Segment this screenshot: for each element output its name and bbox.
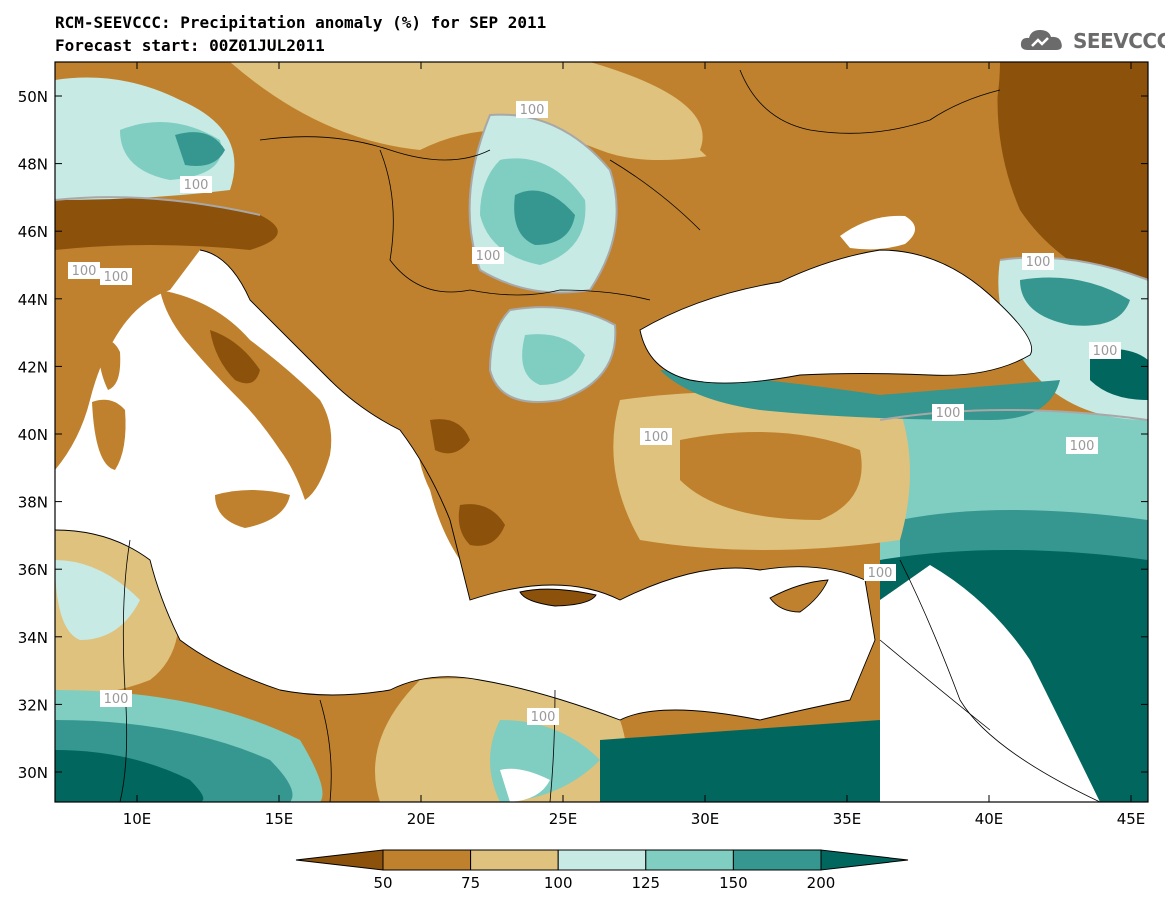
- contour-label: 100: [644, 430, 669, 445]
- seevccc-logo: SEEVCCC: [1018, 24, 1165, 56]
- contour-label: 100: [531, 710, 556, 725]
- lat-label: 36N: [18, 561, 48, 579]
- map-title: RCM-SEEVCCC: Precipitation anomaly (%) f…: [55, 13, 547, 32]
- contour-label: 100: [104, 692, 129, 707]
- cloud-icon: [1020, 30, 1062, 50]
- longitude-axis: 10E 15E 20E 25E 30E 35E 40E 45E: [123, 62, 1146, 828]
- lon-label: 20E: [407, 810, 436, 828]
- contour-label-box: [932, 404, 964, 421]
- lat-label: 50N: [18, 88, 48, 106]
- lon-label: 40E: [975, 810, 1004, 828]
- contour-label-box: [1089, 342, 1121, 359]
- colorbar-tick-label: 125: [631, 874, 660, 892]
- contour-label-box: [68, 262, 100, 279]
- contour-label-box: [180, 176, 212, 193]
- colorbar-tick-label: 200: [807, 874, 836, 892]
- lat-label: 44N: [18, 291, 48, 309]
- lat-label: 32N: [18, 696, 48, 714]
- contour-label-box: [100, 690, 132, 707]
- country-borders: [119, 69, 1101, 802]
- colorbar-tick-label: 75: [461, 874, 480, 892]
- logo-text: SEEVCCC: [1073, 29, 1165, 53]
- contour-label-box: [527, 708, 559, 725]
- lon-label: 30E: [691, 810, 720, 828]
- lat-label: 30N: [18, 764, 48, 782]
- colorbar-segment: [382, 849, 472, 871]
- lat-label: 34N: [18, 629, 48, 647]
- contour-label: 100: [104, 270, 129, 285]
- lat-label: 48N: [18, 156, 48, 174]
- contour-label-box: [472, 247, 504, 264]
- contour-label: 100: [476, 249, 501, 264]
- lon-label: 25E: [549, 810, 578, 828]
- colorbar-arrow-high: [820, 849, 909, 871]
- contour-label: 100: [72, 264, 97, 279]
- latitude-axis: 50N 48N 46N 44N 42N 40N 38N 36N 34N 32N 30N: [18, 88, 1148, 782]
- contour-label: 100: [1093, 344, 1118, 359]
- colorbar-segment: [732, 849, 822, 871]
- contour-label: 100: [184, 178, 209, 193]
- lon-label: 10E: [123, 810, 152, 828]
- contour-label: 100: [1070, 439, 1095, 454]
- colorbar: 50 75 100 125 150 200: [295, 849, 909, 892]
- contour-label: 100: [868, 566, 893, 581]
- map-field: [55, 62, 1148, 802]
- contour-label: 100: [1026, 255, 1051, 270]
- colorbar-segment: [557, 849, 647, 871]
- lat-label: 38N: [18, 494, 48, 512]
- contour-label: 100: [520, 103, 545, 118]
- contour-label-box: [100, 268, 132, 285]
- lat-label: 40N: [18, 426, 48, 444]
- lon-label: 35E: [833, 810, 862, 828]
- contour-label: 100: [936, 406, 961, 421]
- contour-label-box: [516, 101, 548, 118]
- contour-label-box: [864, 564, 896, 581]
- contour-labels: 100 100 100 100 100 100 100 100 100 100 100 100 100: [68, 101, 1121, 725]
- lat-label: 46N: [18, 223, 48, 241]
- contour-label-box: [640, 428, 672, 445]
- lon-label: 45E: [1117, 810, 1146, 828]
- colorbar-tick-label: 100: [544, 874, 573, 892]
- contour-label-box: [1066, 437, 1098, 454]
- colorbar-tick-label: 150: [719, 874, 748, 892]
- colorbar-arrow-low: [295, 849, 384, 871]
- contour-label-box: [1022, 253, 1054, 270]
- plot-frame: [54, 61, 1149, 803]
- colorbar-segment: [645, 849, 734, 871]
- lon-label: 15E: [265, 810, 294, 828]
- lat-label: 42N: [18, 358, 48, 376]
- forecast-start: Forecast start: 00Z01JUL2011: [55, 36, 325, 55]
- colorbar-tick-label: 50: [373, 874, 392, 892]
- colorbar-segment: [470, 849, 559, 871]
